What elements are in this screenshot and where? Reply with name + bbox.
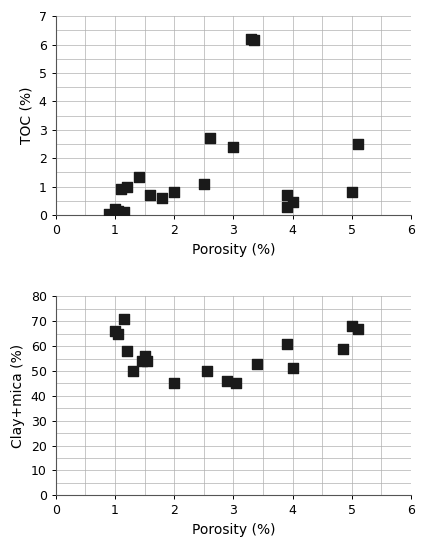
Point xyxy=(121,208,127,216)
Point xyxy=(129,367,136,375)
X-axis label: Porosity (%): Porosity (%) xyxy=(192,523,275,537)
Point xyxy=(203,367,210,375)
Point xyxy=(159,193,166,202)
Point xyxy=(147,191,154,199)
Point xyxy=(118,185,124,194)
Point xyxy=(124,347,130,356)
Point xyxy=(115,207,121,215)
Point xyxy=(340,344,346,353)
Point xyxy=(253,359,260,368)
Point xyxy=(171,379,178,388)
Y-axis label: TOC (%): TOC (%) xyxy=(19,87,33,144)
Point xyxy=(233,379,240,388)
Point xyxy=(289,364,296,373)
Point xyxy=(348,322,355,330)
Point xyxy=(121,315,127,323)
Point xyxy=(124,182,130,191)
Point xyxy=(283,191,290,199)
Point xyxy=(248,35,254,43)
Point xyxy=(230,142,237,151)
Point xyxy=(171,188,178,197)
Point xyxy=(200,179,207,188)
Point xyxy=(112,327,118,335)
Point xyxy=(348,188,355,197)
Point xyxy=(354,324,361,333)
Point xyxy=(354,140,361,149)
Point xyxy=(250,36,257,44)
Y-axis label: Clay+mica (%): Clay+mica (%) xyxy=(11,344,25,448)
Point xyxy=(115,329,121,338)
Point xyxy=(112,205,118,214)
Point xyxy=(206,134,213,142)
Point xyxy=(138,357,145,366)
Point xyxy=(135,172,142,181)
Point xyxy=(283,202,290,211)
Point xyxy=(289,198,296,207)
Point xyxy=(283,339,290,348)
Point xyxy=(106,209,112,218)
Point xyxy=(141,352,148,361)
Point xyxy=(224,376,231,385)
X-axis label: Porosity (%): Porosity (%) xyxy=(192,243,275,256)
Point xyxy=(144,357,151,366)
